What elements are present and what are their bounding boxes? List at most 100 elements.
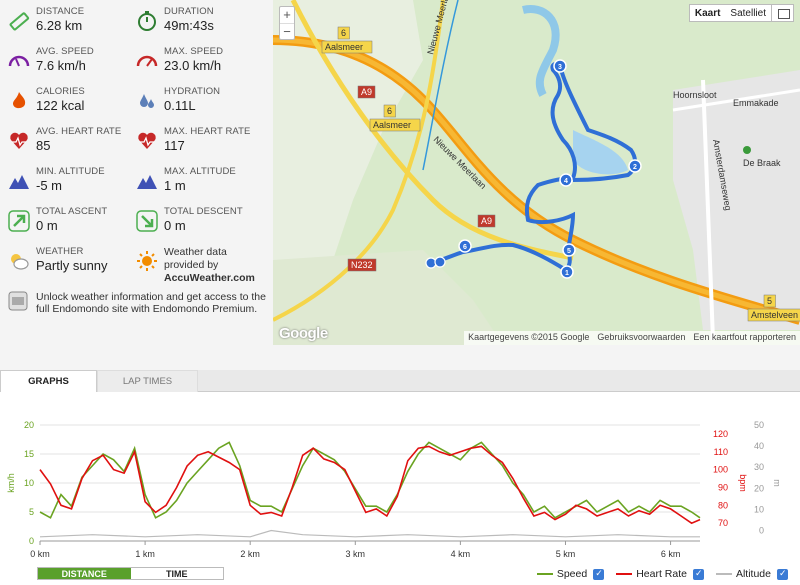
- stat-min-altitude: MIN. ALTITUDE -5 m: [8, 166, 136, 202]
- stat-value: 0 m: [164, 218, 186, 233]
- stat-label: TOTAL DESCENT: [164, 206, 243, 217]
- park-pin-icon[interactable]: [743, 146, 751, 154]
- mountain-icon: [137, 175, 157, 189]
- y-left-tick-label: 5: [29, 507, 34, 517]
- accuweather-link[interactable]: AccuWeather.com: [164, 272, 255, 284]
- svg-text:Aalsmeer: Aalsmeer: [373, 120, 411, 130]
- stat-avg-heart-rate: AVG. HEART RATE 85: [8, 126, 136, 162]
- premium-box-icon: [8, 291, 28, 311]
- speedometer-max-icon: [136, 55, 158, 67]
- legend-checkbox[interactable]: [593, 568, 605, 580]
- stat-label: MAX. HEART RATE: [164, 126, 251, 137]
- route-marker-1[interactable]: 1: [560, 265, 574, 279]
- route-marker-5[interactable]: 5: [562, 243, 576, 257]
- map-label-de-braak: De Braak: [743, 158, 781, 168]
- stopwatch-icon: [138, 11, 156, 31]
- stat-total-ascent: TOTAL ASCENT 0 m: [8, 206, 136, 242]
- map-pin-icon[interactable]: [434, 256, 446, 268]
- workout-chart[interactable]: 0 5 10 15 20 70 80 90 100 110 120 0 10 20 30 40 50 km/h bp…: [0, 392, 800, 567]
- toggle-time-button[interactable]: TIME: [130, 568, 223, 579]
- premium-unlock-text[interactable]: Unlock weather information and get acces…: [36, 291, 266, 315]
- y-hr-tick-label: 110: [714, 447, 728, 457]
- stat-weather: WEATHER Partly sunny: [8, 246, 136, 282]
- svg-text:6: 6: [463, 244, 467, 251]
- stat-label: WEATHER: [36, 246, 84, 257]
- svg-text:A9: A9: [361, 87, 372, 97]
- y-alt-tick-label: 40: [754, 441, 764, 451]
- y-alt-tick-label: 0: [759, 525, 764, 535]
- stat-label: DURATION: [164, 6, 214, 17]
- map-label-hoornsloot: Hoornsloot: [673, 90, 717, 100]
- y-hr-tick-label: 80: [718, 500, 728, 510]
- map-terms-link[interactable]: Gebruiksvoorwaarden: [597, 332, 686, 342]
- zoom-out-button[interactable]: −: [280, 23, 294, 39]
- stat-value: 122 kcal: [36, 98, 85, 113]
- legend-label: Speed: [556, 568, 588, 580]
- legend-swatch: [715, 573, 732, 575]
- svg-text:Amstelveen: Amstelveen: [751, 310, 798, 320]
- stat-value: 117: [164, 138, 185, 153]
- stat-label: MIN. ALTITUDE: [36, 166, 105, 177]
- x-tick-label: 2 km: [240, 549, 260, 559]
- svg-text:6: 6: [387, 106, 392, 116]
- y-alt-axis-title: m: [772, 479, 782, 487]
- stat-value: 0.11L: [164, 98, 196, 113]
- zoom-in-button[interactable]: +: [283, 7, 291, 22]
- flame-icon: [13, 92, 26, 109]
- y-left-axis-title: km/h: [6, 473, 16, 493]
- svg-text:N232: N232: [351, 260, 373, 270]
- y-alt-tick-label: 50: [754, 420, 764, 430]
- legend-speed[interactable]: Speed: [536, 568, 605, 580]
- mountain-icon: [9, 175, 29, 189]
- svg-text:Hoornsloot: Hoornsloot: [673, 90, 717, 100]
- svg-text:1: 1: [565, 270, 569, 277]
- legend-altitude[interactable]: Altitude: [715, 568, 788, 580]
- svg-text:6: 6: [341, 28, 346, 38]
- x-tick-label: 3 km: [346, 549, 366, 559]
- legend-label: Altitude: [735, 568, 771, 580]
- y-hr-tick-label: 100: [713, 465, 728, 475]
- route-marker-6[interactable]: 6: [458, 239, 472, 253]
- route-markers[interactable]: 1 2 3 4 5 6: [425, 59, 751, 279]
- stat-duration: DURATION 49m:43s: [136, 6, 264, 42]
- stat-value: 49m:43s: [164, 18, 214, 33]
- heart-icon: [10, 132, 28, 149]
- legend-heart-rate[interactable]: Heart Rate: [616, 568, 704, 580]
- route-marker-4[interactable]: 4: [559, 173, 573, 187]
- legend-label: Heart Rate: [636, 568, 687, 580]
- map-report-link[interactable]: Een kaartfout rapporteren: [693, 332, 796, 342]
- tab-graphs[interactable]: GRAPHS: [0, 370, 97, 393]
- map-type-kaart-button[interactable]: Kaart: [694, 8, 721, 19]
- toggle-distance-button[interactable]: DISTANCE: [38, 568, 131, 579]
- arrow-down-right-icon: [136, 210, 158, 232]
- heart-pulse-icon: [138, 132, 156, 149]
- chart-legend: Speed Heart Rate Altitude: [525, 568, 788, 580]
- map-label-emmakade: Emmakade: [733, 98, 779, 108]
- route-marker-3[interactable]: 3: [553, 59, 567, 73]
- y-alt-tick-label: 10: [754, 504, 764, 514]
- ruler-icon: [9, 12, 30, 31]
- svg-text:Emmakade: Emmakade: [733, 98, 779, 108]
- stat-avg-speed: AVG. SPEED 7.6 km/h: [8, 46, 136, 82]
- y-hr-tick-label: 120: [713, 429, 728, 439]
- weather-credit[interactable]: Weather data provided by AccuWeather.com: [136, 246, 264, 286]
- stat-value: Partly sunny: [36, 258, 108, 273]
- map-type-satellite-button[interactable]: Satelliet: [730, 8, 766, 19]
- premium-unlock-notice[interactable]: Unlock weather information and get acces…: [8, 291, 270, 331]
- y-left-tick-label: 10: [24, 478, 34, 488]
- stat-value: 0 m: [36, 218, 58, 233]
- fullscreen-icon[interactable]: [771, 5, 793, 21]
- stat-label: MAX. ALTITUDE: [164, 166, 236, 177]
- tab-lap-times[interactable]: LAP TIMES: [97, 370, 198, 392]
- legend-checkbox[interactable]: [777, 568, 788, 580]
- legend-checkbox[interactable]: [692, 568, 704, 580]
- map-label-exit6b: 6: [383, 104, 396, 118]
- stat-value: 6.28 km: [36, 18, 83, 33]
- map-label-aalsmeer2: Aalsmeer: [369, 118, 421, 132]
- y-hr-tick-label: 70: [718, 518, 728, 528]
- route-marker-2[interactable]: 2: [628, 159, 642, 173]
- google-logo[interactable]: Google: [279, 325, 328, 342]
- x-tick-label: 6 km: [661, 549, 681, 559]
